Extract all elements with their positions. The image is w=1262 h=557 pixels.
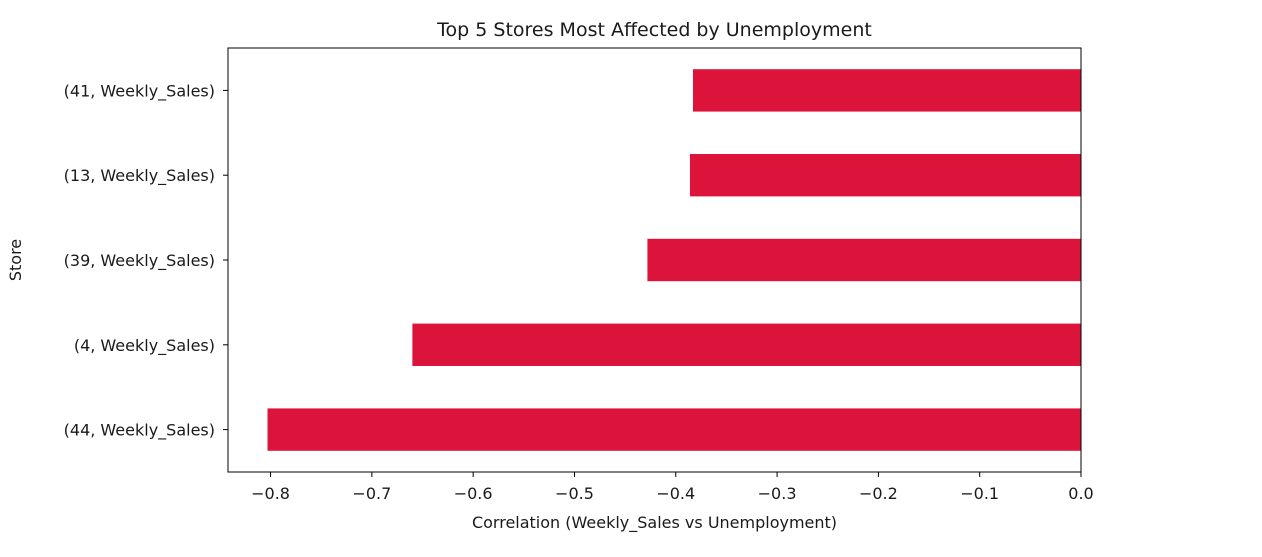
y-tick-label: (44, Weekly_Sales) [64, 421, 215, 441]
y-tick-label: (4, Weekly_Sales) [74, 336, 215, 356]
x-tick-label: −0.2 [859, 484, 898, 503]
x-tick-label: −0.3 [758, 484, 797, 503]
y-tick-label: (41, Weekly_Sales) [64, 81, 215, 101]
y-tick-label: (13, Weekly_Sales) [64, 166, 215, 186]
bar [689, 154, 1081, 197]
x-axis-label: Correlation (Weekly_Sales vs Unemploymen… [472, 513, 837, 533]
chart-title: Top 5 Stores Most Affected by Unemployme… [436, 19, 872, 41]
x-axis-ticks: −0.8 −0.7 −0.6 −0.5 −0.4 −0.3 −0.2 −0.1 0.0 [251, 472, 1094, 503]
y-axis-ticks: (44, Weekly_Sales) (4, Weekly_Sales) (39, … [64, 81, 228, 441]
bar [692, 69, 1081, 112]
bar [412, 323, 1081, 366]
x-tick-label: 0.0 [1068, 484, 1093, 503]
bars-group [267, 69, 1081, 451]
y-tick-label: (39, Weekly_Sales) [64, 251, 215, 271]
x-tick-label: −0.7 [352, 484, 391, 503]
x-tick-label: −0.6 [454, 484, 493, 503]
x-tick-label: −0.1 [960, 484, 999, 503]
bar [267, 408, 1081, 451]
x-tick-label: −0.8 [251, 484, 290, 503]
x-tick-label: −0.4 [656, 484, 695, 503]
y-axis-label: Store [6, 239, 25, 281]
bar [647, 238, 1081, 282]
x-tick-label: −0.5 [555, 484, 594, 503]
